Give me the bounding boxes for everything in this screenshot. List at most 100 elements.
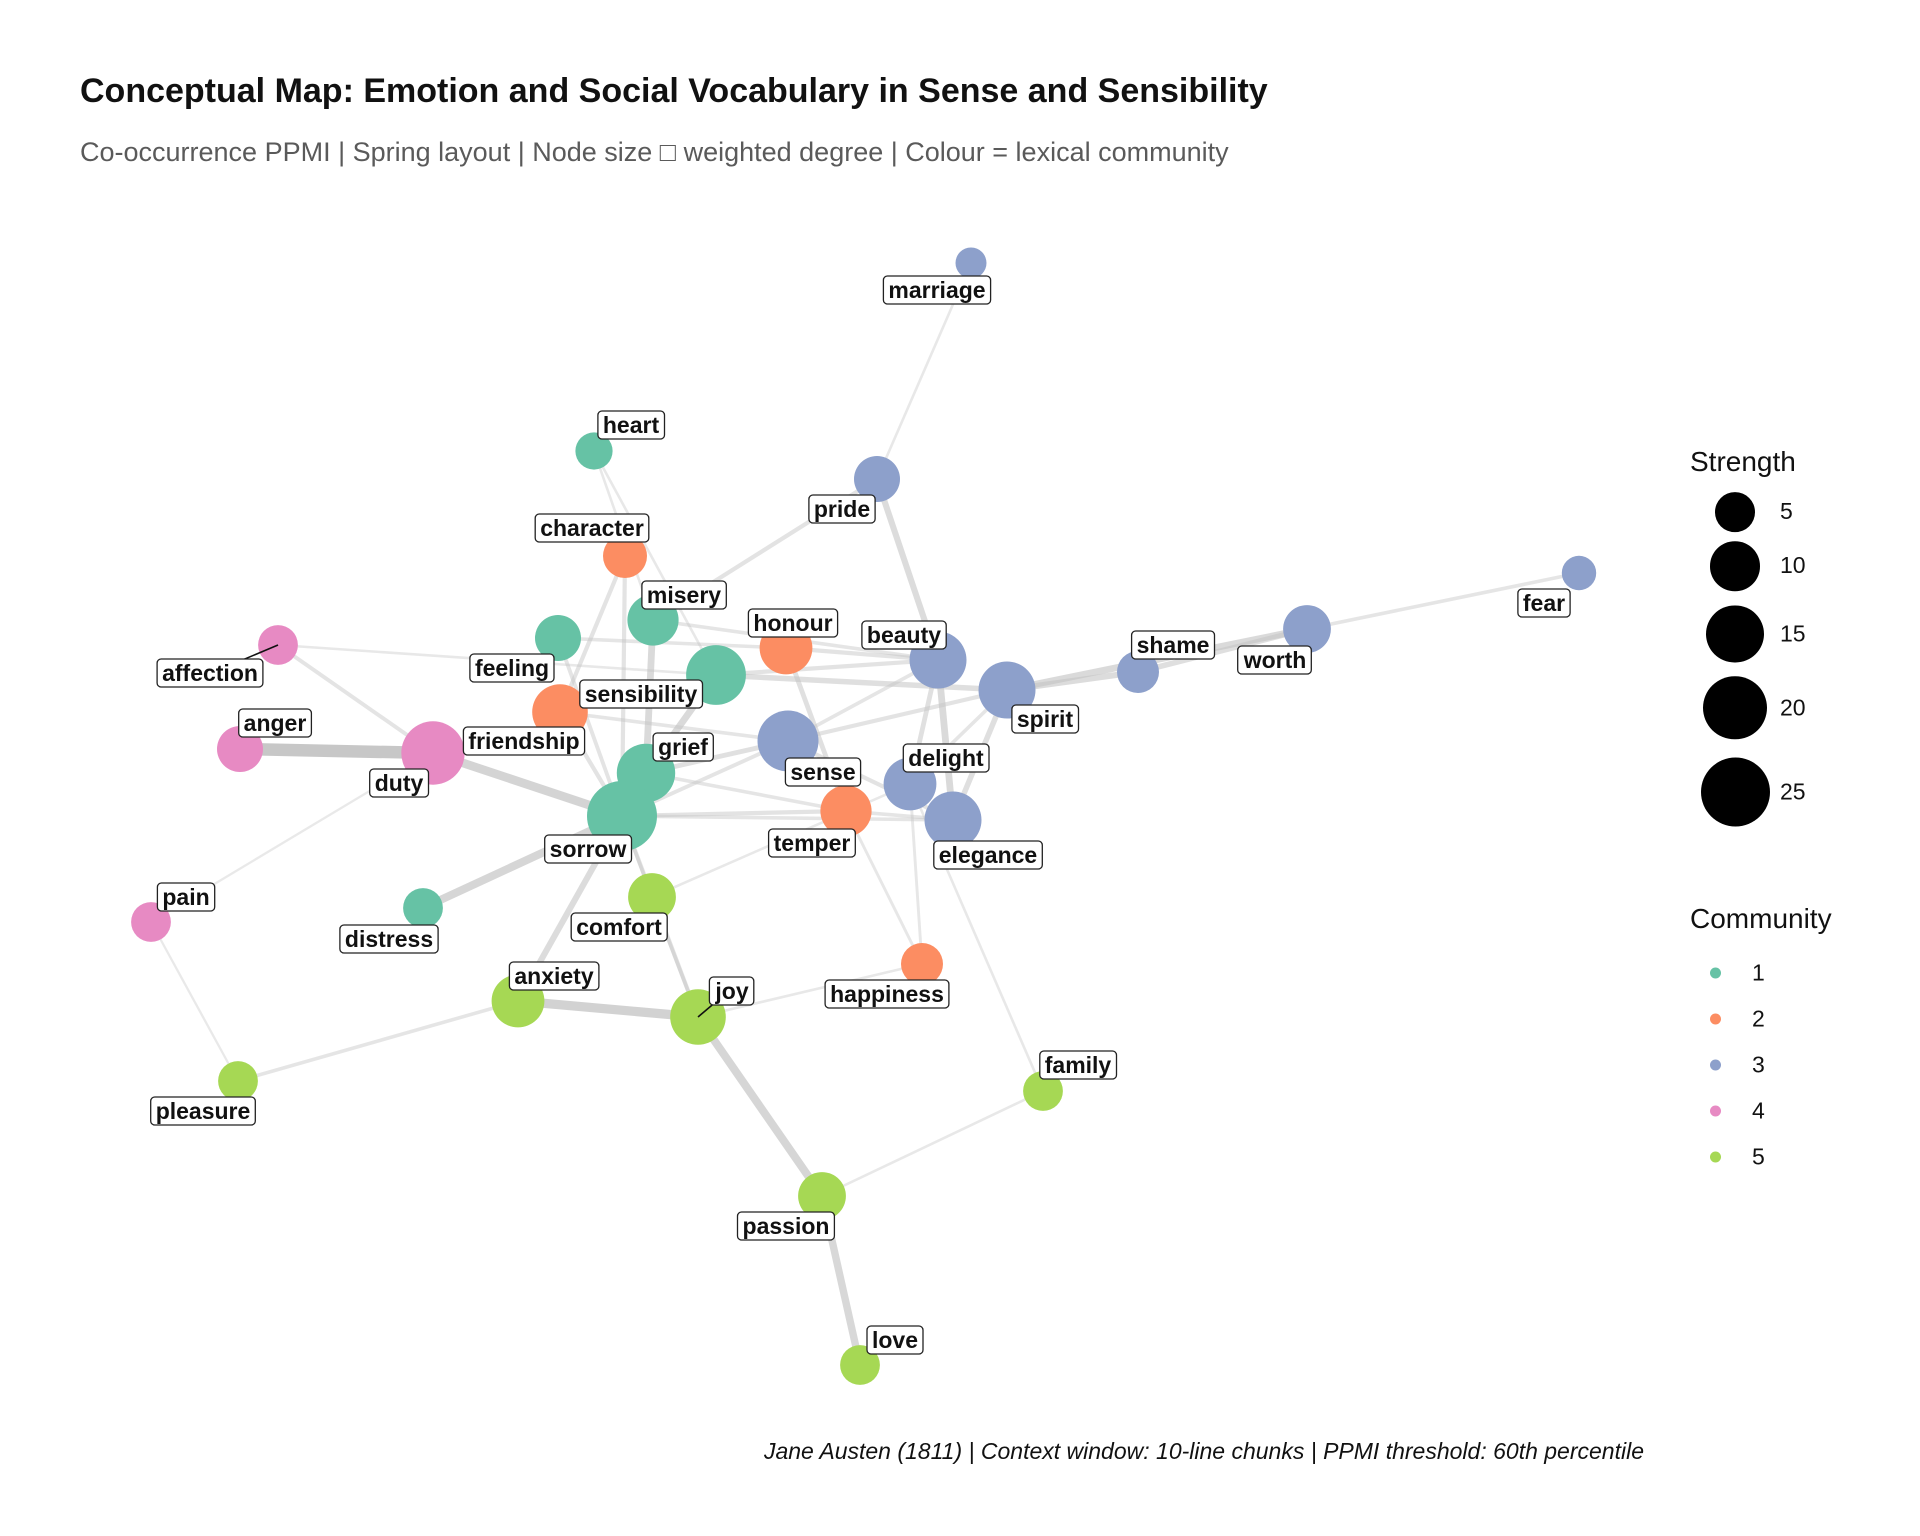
node-spirit[interactable] (978, 661, 1036, 719)
strength-legend-item: 20 (1690, 676, 1806, 740)
strength-legend-title: Strength (1690, 446, 1796, 477)
community-legend-item: 5 (1690, 1144, 1765, 1171)
community-legend-key (1690, 1151, 1740, 1163)
node-distress[interactable] (403, 888, 443, 928)
label-box-grief (652, 732, 714, 762)
node-marriage[interactable] (955, 247, 987, 279)
node-label-shame: shame (1130, 630, 1216, 660)
node-label-character: character (534, 513, 650, 543)
label-text-character: character (540, 515, 644, 541)
label-text-marriage: marriage (888, 277, 985, 303)
strength-legend-dot (1703, 676, 1767, 740)
strength-legend-dot (1700, 757, 1770, 827)
node-heart[interactable] (575, 432, 613, 470)
label-text-sense: sense (790, 759, 855, 785)
node-character[interactable] (603, 534, 647, 578)
node-label-sorrow: sorrow (544, 834, 633, 864)
node-label-pain: pain (156, 882, 216, 912)
label-box-spirit (1011, 704, 1080, 734)
node-label-family: family (1039, 1050, 1118, 1080)
label-box-affection (156, 658, 264, 688)
node-fear[interactable] (1561, 555, 1597, 591)
edge-grief-temper (644, 771, 848, 813)
label-text-affection: affection (162, 660, 258, 686)
node-label-pleasure: pleasure (150, 1096, 256, 1126)
community-legend: Community 1 2 3 4 5 (1690, 903, 1890, 1183)
community-legend-item: 3 (1690, 1052, 1765, 1079)
node-friendship[interactable] (532, 684, 588, 740)
label-text-joy: joy (714, 978, 748, 1004)
chart-subtitle: Co-occurrence PPMI | Spring layout | Nod… (80, 137, 1229, 167)
node-pleasure[interactable] (218, 1061, 258, 1101)
node-family[interactable] (1023, 1071, 1063, 1111)
node-label-happiness: happiness (824, 979, 950, 1009)
node-comfort[interactable] (628, 873, 676, 921)
label-text-sensibility: sensibility (585, 681, 698, 707)
edge-feeling-honour (556, 636, 788, 650)
node-label-grief: grief (652, 732, 714, 762)
node-elegance[interactable] (924, 791, 982, 849)
edge-worth-fear (1305, 571, 1581, 631)
label-box-beauty (861, 620, 947, 650)
label-box-sorrow (544, 834, 633, 864)
node-label-misery: misery (641, 580, 727, 610)
node-label-feeling: feeling (469, 653, 555, 683)
node-label-sense: sense (784, 757, 862, 787)
edge-sensibility-spirit (713, 672, 1010, 693)
label-box-anxiety (508, 961, 600, 991)
node-label-anxiety: anxiety (508, 961, 600, 991)
label-box-delight (902, 743, 990, 773)
node-sorrow[interactable] (587, 781, 657, 851)
node-sense[interactable] (757, 710, 819, 772)
node-passion[interactable] (798, 1172, 846, 1220)
label-box-anger (238, 708, 313, 738)
edge-duty-anger (233, 742, 440, 760)
node-happiness[interactable] (901, 943, 943, 985)
label-box-elegance (933, 840, 1043, 870)
edge-joy-happiness (696, 962, 924, 1019)
strength-legend-item: 5 (1690, 492, 1793, 532)
node-label-worth: worth (1237, 645, 1312, 675)
label-box-shame (1130, 630, 1216, 660)
edge-friendship-character (557, 553, 628, 715)
edge-heart-sensibility (592, 449, 718, 677)
label-box-sensibility (579, 679, 704, 709)
community-legend-label: 4 (1752, 1097, 1765, 1124)
node-pain[interactable] (131, 902, 171, 942)
community-legend-item: 2 (1690, 1006, 1765, 1033)
node-label-honour: honour (747, 608, 839, 638)
node-shame[interactable] (1117, 651, 1159, 693)
node-label-fear: fear (1517, 588, 1571, 618)
node-label-comfort: comfort (570, 912, 668, 942)
strength-legend-label: 25 (1780, 778, 1806, 805)
label-box-worth (1237, 645, 1312, 675)
strength-legend-label: 10 (1780, 552, 1806, 579)
label-text-spirit: spirit (1017, 706, 1074, 732)
label-text-shame: shame (1137, 632, 1210, 658)
node-feeling[interactable] (535, 615, 581, 661)
node-label-pride: pride (808, 494, 876, 524)
node-pride[interactable] (854, 456, 900, 502)
label-box-duty (369, 768, 430, 798)
node-label-joy: joy (697, 976, 755, 1018)
strength-legend: Strength 5 10 15 20 25 (1690, 446, 1890, 846)
strength-legend-key (1690, 541, 1780, 591)
strength-legend-dot (1710, 541, 1760, 591)
label-text-friendship: friendship (468, 728, 579, 754)
community-legend-key (1690, 1105, 1740, 1117)
strength-legend-dot (1706, 605, 1764, 663)
node-worth[interactable] (1283, 605, 1331, 653)
community-legend-dot (1709, 967, 1721, 979)
community-legend-item: 1 (1690, 960, 1765, 987)
node-temper[interactable] (820, 785, 872, 837)
label-text-duty: duty (375, 770, 424, 796)
strength-legend-dot (1715, 492, 1755, 532)
label-text-comfort: comfort (576, 914, 662, 940)
label-box-marriage (882, 275, 992, 305)
label-box-pleasure (150, 1096, 256, 1126)
label-box-happiness (824, 979, 950, 1009)
label-text-fear: fear (1523, 590, 1565, 616)
label-text-elegance: elegance (939, 842, 1037, 868)
node-love[interactable] (840, 1345, 880, 1385)
node-label-elegance: elegance (933, 840, 1043, 870)
